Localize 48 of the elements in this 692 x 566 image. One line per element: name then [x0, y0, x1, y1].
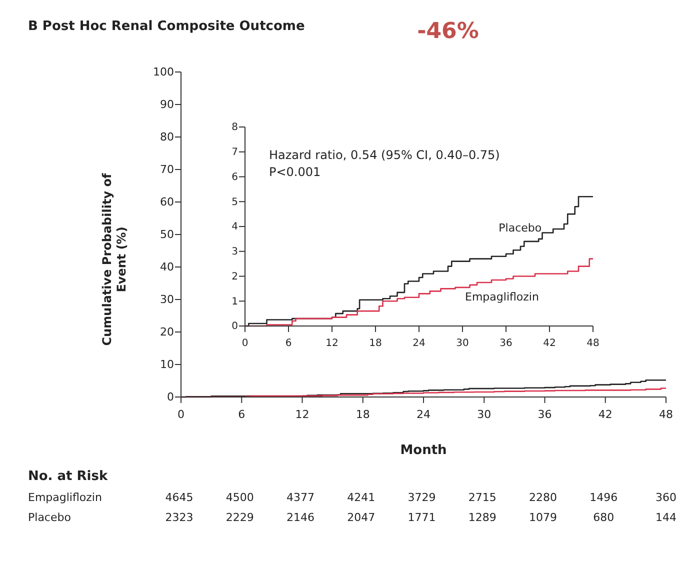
y-tick-label: 8	[232, 122, 238, 134]
x-tick-label: 24	[416, 408, 430, 422]
x-tick-label: 42	[543, 338, 556, 349]
y-tick-label: 40	[160, 260, 174, 274]
y-tick-label: 5	[232, 196, 238, 208]
x-tick-label: 30	[456, 338, 469, 349]
y-tick-label: 1	[232, 296, 238, 308]
y-tick-label: 0	[167, 390, 174, 404]
annotation: P<0.001	[269, 165, 321, 179]
x-tick-label: 42	[598, 408, 612, 422]
y-tick-label: 2	[232, 271, 238, 282]
text: Empagliflozin 4645 4500 4377 4241 3729 2715 2280 1496 360	[28, 491, 676, 504]
x-tick-label: 30	[477, 408, 492, 422]
annotation: Hazard ratio, 0.54 (95% CI, 0.40–0.75)	[269, 148, 500, 162]
y-tick-label: 70	[160, 163, 174, 176]
series-label: Empagliflozin	[465, 290, 539, 304]
y-tick-label: 3	[232, 246, 238, 258]
y-tick-label: 4	[232, 222, 238, 233]
x-tick-label: 18	[369, 338, 382, 349]
text: Placebo 2323 2229 2146 2047 1771 1289 1079 680 144	[28, 511, 676, 524]
y-tick-label: 60	[160, 196, 174, 209]
x-tick-label: 36	[538, 408, 552, 422]
x-tick-label: 6	[285, 338, 292, 349]
y-tick-label: 30	[160, 293, 174, 306]
x-tick-label: 12	[295, 408, 310, 422]
y-tick-label: 6	[232, 172, 238, 183]
y-tick-label: 50	[160, 228, 174, 242]
y-tick-label: 10	[160, 358, 174, 372]
x-tick-label: 0	[178, 408, 184, 422]
x-tick-label: 48	[586, 338, 600, 349]
x-tick-label: 18	[356, 408, 370, 422]
text: -46%	[417, 19, 479, 44]
y-tick-label: 0	[232, 321, 238, 332]
x-tick-label: 24	[412, 338, 426, 349]
text: No. at Risk	[28, 469, 108, 484]
y-tick-label: 90	[160, 98, 174, 112]
x-tick-label: 0	[242, 338, 248, 349]
x-tick-label: 36	[500, 338, 512, 349]
x-tick-label: 48	[659, 408, 673, 422]
chart-title: B Post Hoc Renal Composite Outcome	[28, 19, 305, 34]
y-tick-label: 100	[153, 66, 174, 79]
y-tick-label: 80	[160, 130, 174, 144]
x-axis-title: Month	[400, 443, 447, 458]
y-axis-title: Cumulative Probability of Event (%)	[100, 172, 128, 346]
y-tick-label: 20	[160, 326, 174, 339]
y-tick-label: 7	[232, 147, 238, 158]
series-label: Placebo	[498, 221, 542, 234]
x-tick-label: 12	[326, 338, 338, 349]
